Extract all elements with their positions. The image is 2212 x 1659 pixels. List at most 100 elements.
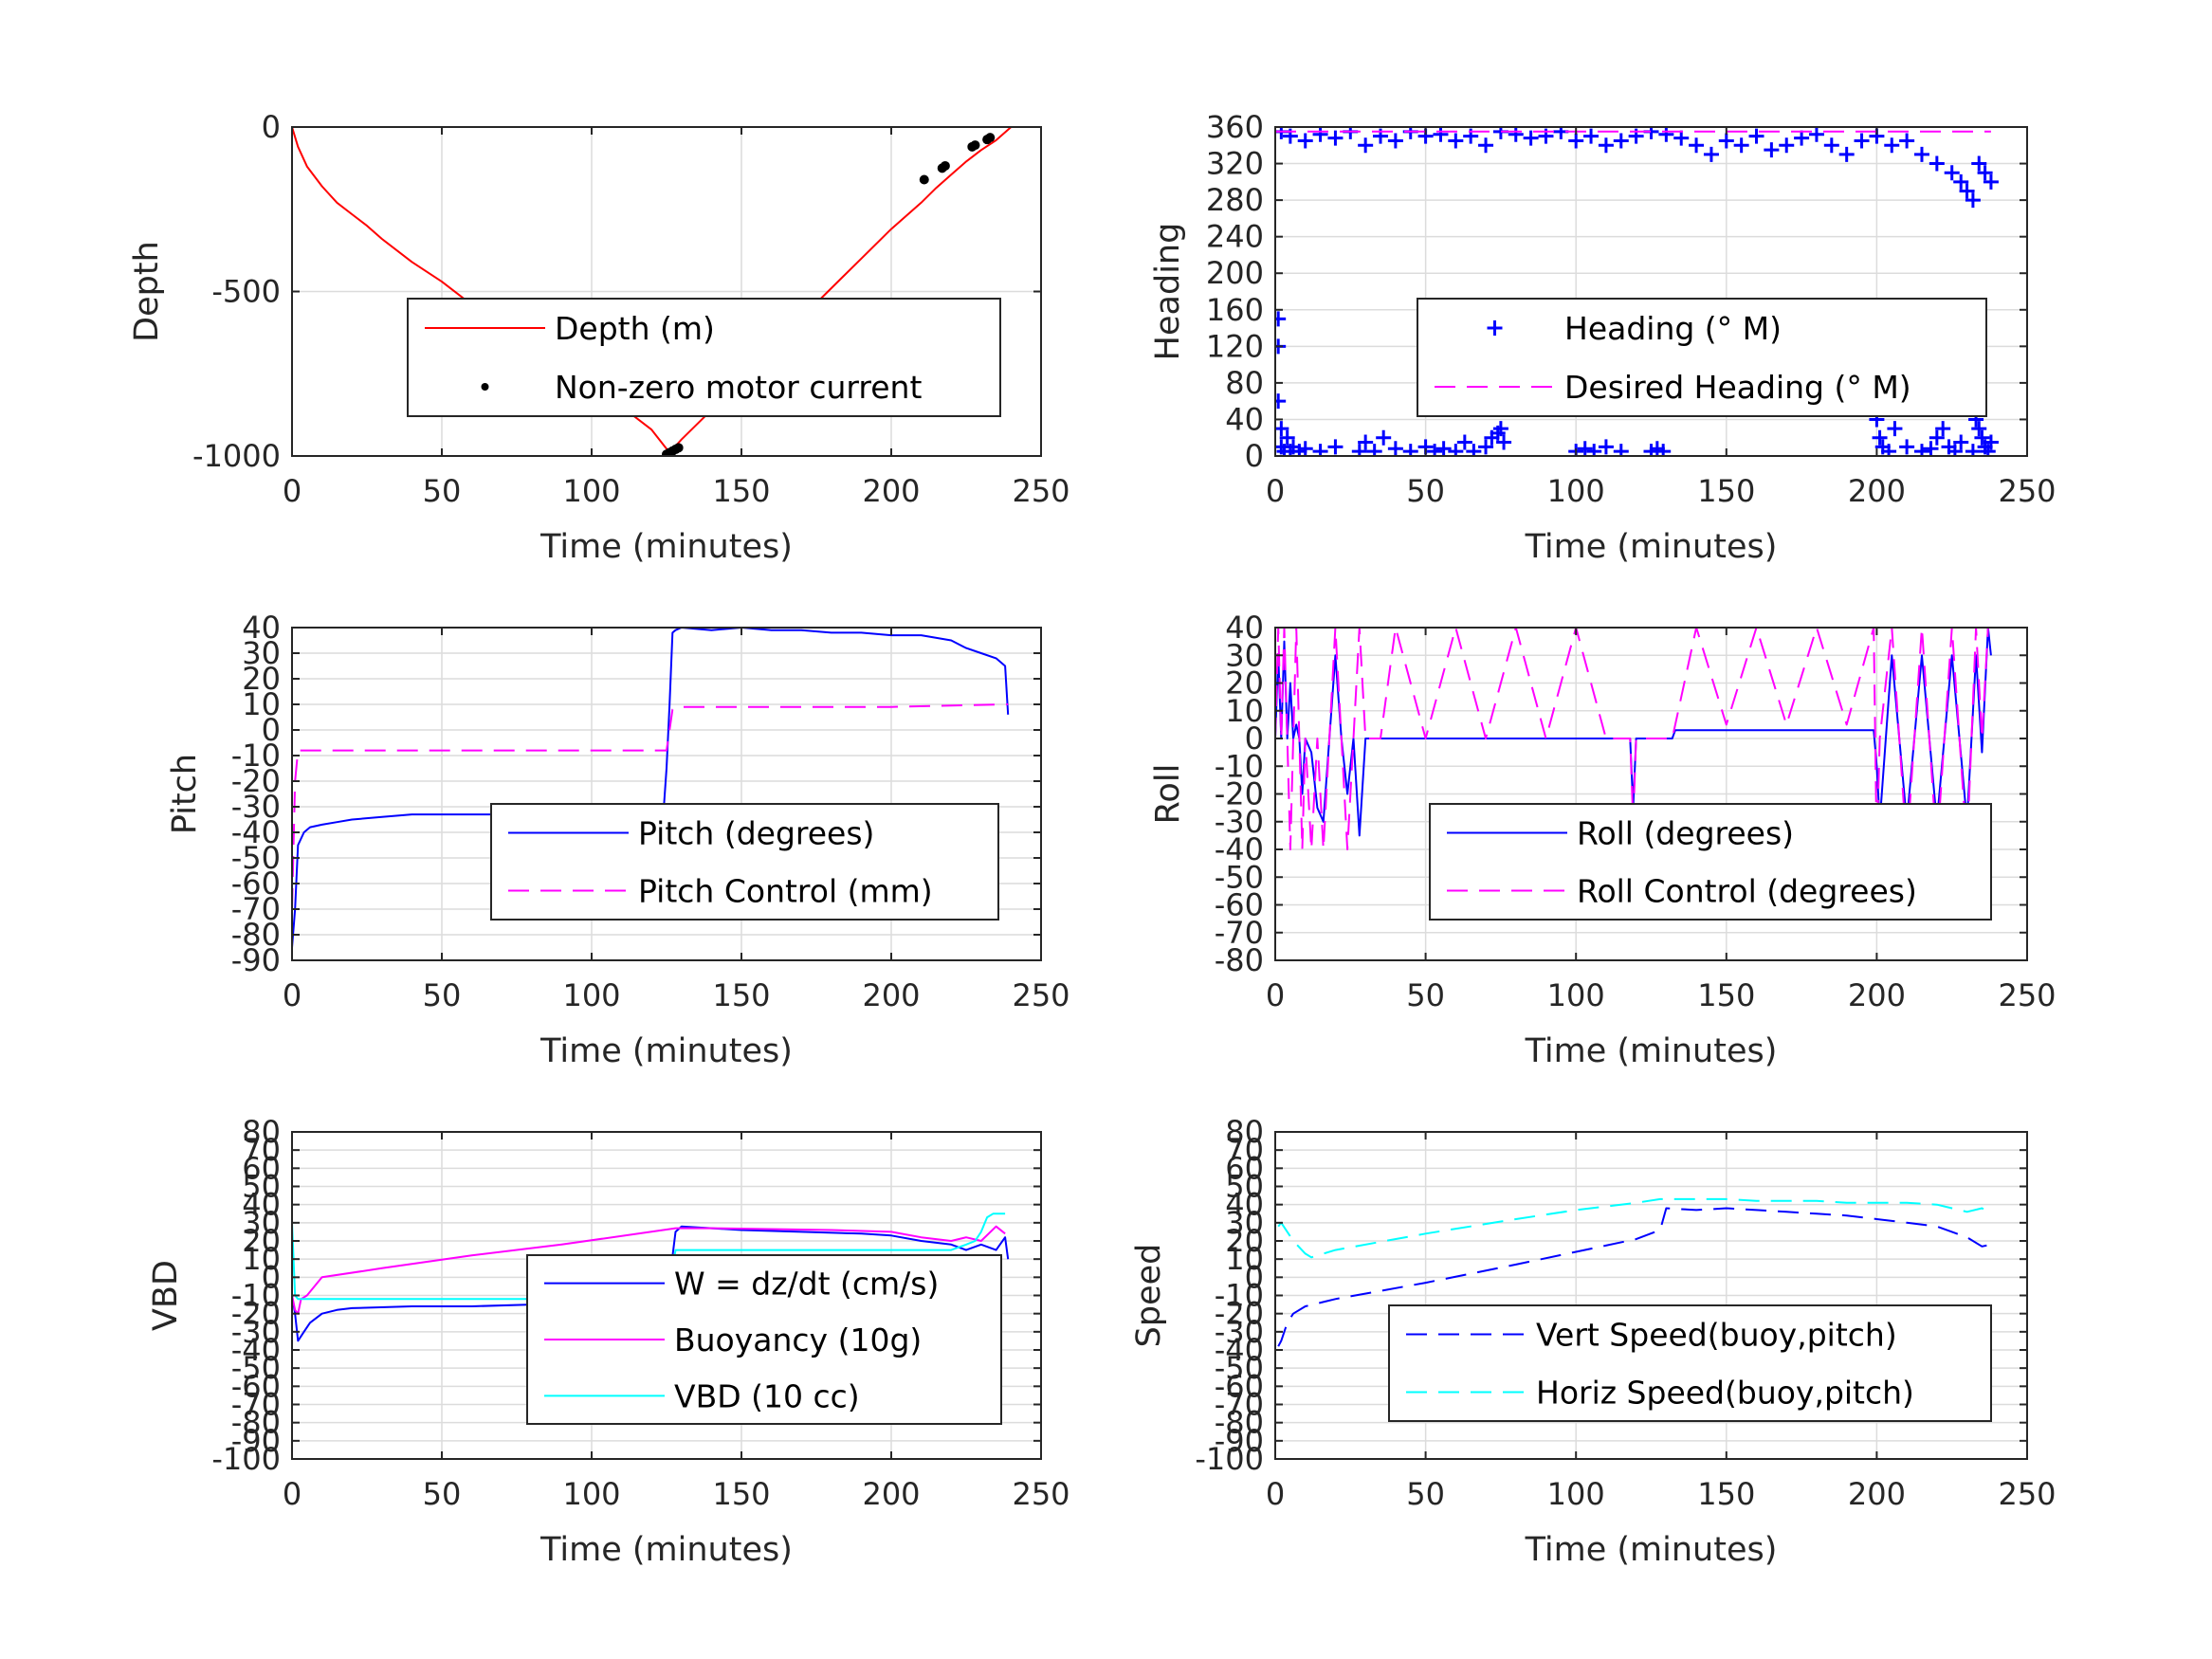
series-1-point — [1492, 421, 1508, 437]
y-tick-label: -60 — [231, 1368, 281, 1404]
y-tick-label: -90 — [231, 1423, 281, 1459]
series-1-point — [1655, 444, 1672, 456]
series-1-point — [1929, 155, 1945, 172]
x-tick-label: 150 — [1697, 977, 1755, 1013]
y-tick-label: -100 — [1195, 1441, 1264, 1477]
series-2-point — [985, 133, 996, 143]
y-tick-label: 40 — [1225, 1187, 1264, 1223]
series-1-point — [1312, 127, 1328, 142]
y-tick-label: -10 — [231, 1278, 281, 1314]
y-tick-label: 360 — [1206, 109, 1264, 145]
series-1-point — [1613, 444, 1629, 456]
y-tick-label: -90 — [231, 942, 281, 978]
series-2-point — [940, 160, 950, 171]
x-axis-label: Time (minutes) — [1525, 528, 1778, 566]
series-1-point — [1568, 133, 1584, 149]
series-1-point — [1935, 421, 1951, 437]
y-tick-label: 60 — [1225, 1150, 1264, 1186]
y-tick-label: 0 — [1245, 438, 1264, 474]
series-1-point — [1764, 142, 1780, 158]
y-axis-label: Pitch — [166, 754, 204, 834]
axes-box — [291, 627, 1042, 961]
series-1-point — [1435, 441, 1452, 456]
y-tick-label: 50 — [1225, 1169, 1264, 1205]
x-tick-label: 250 — [1998, 473, 2056, 509]
legend: Depth (m) Non-zero motor current — [407, 298, 1001, 417]
series-1-point — [1884, 137, 1900, 154]
x-axis-label: Time (minutes) — [1525, 1032, 1778, 1070]
y-tick-label: -30 — [1215, 804, 1264, 840]
y-tick-label: 10 — [1225, 1241, 1264, 1277]
series-1-line — [1275, 628, 1992, 837]
series-1-point — [1297, 133, 1313, 149]
series-1-point — [1275, 393, 1287, 410]
y-tick-label: -30 — [1215, 1314, 1264, 1350]
x-tick-label: 150 — [1697, 473, 1755, 509]
x-tick-label: 0 — [283, 473, 302, 509]
y-tick-label: -50 — [1215, 859, 1264, 895]
series-1-point — [1965, 192, 1981, 209]
series-1-point — [1523, 130, 1539, 146]
series-1-point — [1351, 444, 1367, 456]
y-tick-label: -70 — [231, 1387, 281, 1423]
series-group — [292, 628, 1010, 948]
y-axis-label: Speed — [1130, 1244, 1168, 1348]
legend-item-2-label: Pitch Control (mm) — [638, 873, 933, 910]
x-tick-label: 200 — [862, 977, 920, 1013]
subplot-2: 0 50 100 150 200 2500408012016020024028032036… — [1149, 109, 2057, 566]
series-1-point — [1881, 444, 1897, 456]
series-1-point — [1387, 441, 1403, 456]
y-tick-label: -10 — [1215, 748, 1264, 784]
y-tick-label: -70 — [1215, 1387, 1264, 1423]
x-tick-label: 50 — [1406, 1476, 1445, 1512]
y-tick-label: 70 — [1225, 1132, 1264, 1168]
series-1-point — [1312, 444, 1328, 456]
legend-item-1-swatch — [1487, 320, 1503, 336]
y-tick-label: -10 — [1215, 1278, 1264, 1314]
series-1-point — [1613, 133, 1629, 149]
y-tick-label: 40 — [242, 1187, 281, 1223]
x-tick-label: 100 — [1547, 473, 1605, 509]
x-tick-label: 200 — [862, 1476, 920, 1512]
y-tick-label: 10 — [242, 686, 281, 722]
y-tick-label: 20 — [242, 1223, 281, 1259]
x-tick-label: 100 — [562, 1476, 620, 1512]
y-tick-label: -30 — [231, 789, 281, 825]
subplot-4: 0 50 100 150 200 250-80-70-60-50-40-30-20-100… — [1149, 610, 2057, 1070]
y-tick-label: 0 — [262, 1259, 281, 1295]
x-tick-label: 150 — [712, 977, 770, 1013]
series-2-point — [970, 140, 980, 151]
series-1-point — [1358, 434, 1374, 450]
series-2-line — [1277, 1197, 1992, 1259]
legend-item-1-label: Pitch (degrees) — [638, 815, 874, 852]
series-1-point — [1718, 133, 1734, 149]
series-1-point — [1466, 444, 1482, 456]
y-axis-label: VBD — [147, 1260, 185, 1331]
series-1-point — [1577, 441, 1593, 456]
y-tick-label: 160 — [1206, 292, 1264, 328]
x-tick-label: 250 — [1998, 977, 2056, 1013]
y-tick-label: 80 — [1225, 1114, 1264, 1150]
series-1-point — [1980, 444, 1996, 456]
series-group — [1277, 1197, 1992, 1347]
series-1-point — [1297, 441, 1313, 456]
y-tick-label: 40 — [242, 610, 281, 646]
axes-box — [1274, 126, 2028, 457]
legend: W = dz/dt (cm/s) Buoyancy (10g) VBD (10 cc… — [526, 1254, 1002, 1425]
legend-item-1-label: W = dz/dt (cm/s) — [674, 1266, 939, 1303]
y-tick-label: 30 — [242, 1205, 281, 1241]
series-2-point — [919, 174, 929, 185]
y-tick-label: -40 — [231, 814, 281, 850]
series-1-point — [1673, 130, 1690, 146]
series-1-point — [1387, 133, 1403, 149]
y-tick-label: 30 — [1225, 1205, 1264, 1241]
y-axis-label: Depth — [128, 241, 166, 342]
y-tick-label: 10 — [1225, 693, 1264, 729]
y-tick-label: 20 — [1225, 665, 1264, 702]
y-tick-label: -20 — [231, 763, 281, 799]
y-tick-label: -20 — [231, 1296, 281, 1332]
x-tick-label: 200 — [862, 473, 920, 509]
legend-box — [407, 298, 1001, 417]
legend-item-1-label: Depth (m) — [555, 310, 715, 347]
